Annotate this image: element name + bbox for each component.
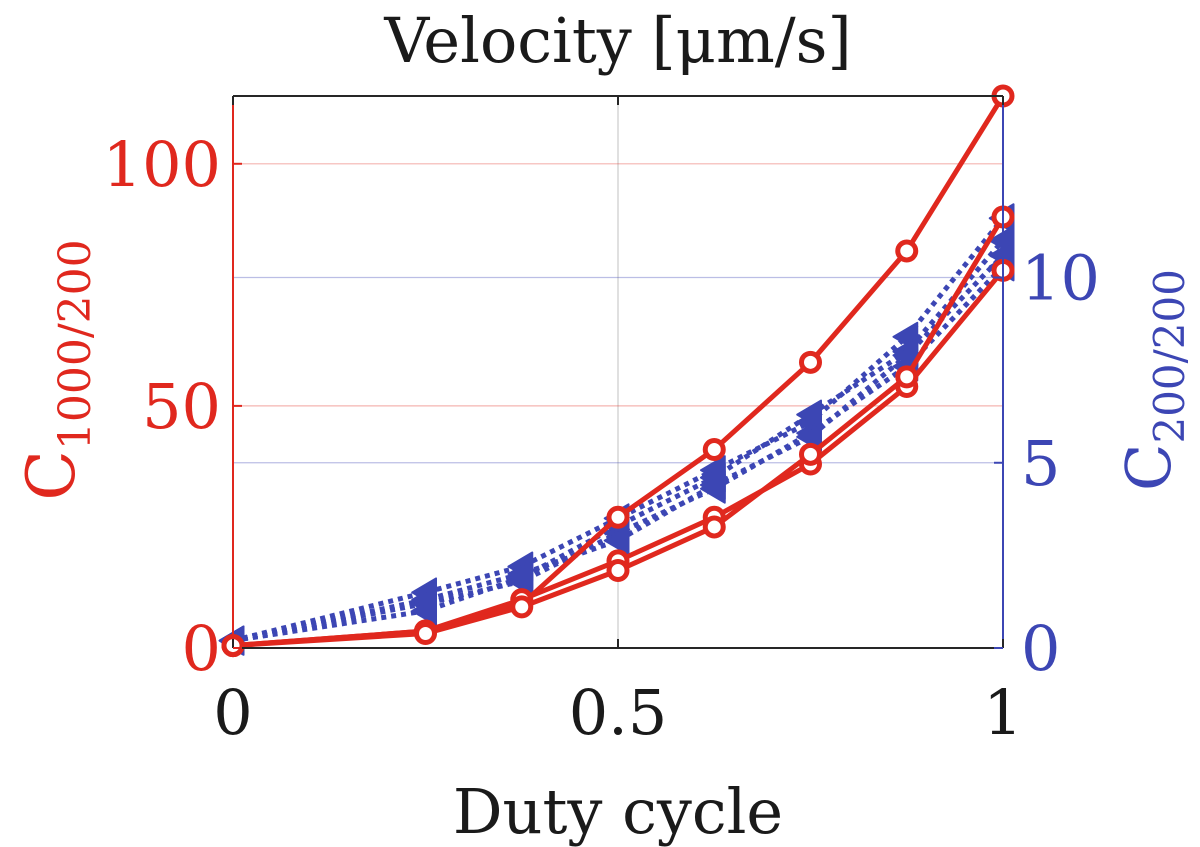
- x-tick-label-1: 0.5: [569, 676, 668, 749]
- series-left-marker-0-3: [606, 505, 630, 529]
- y-right-tick-label-2: 10: [1021, 242, 1100, 315]
- series-right-marker-3-4: [699, 469, 726, 500]
- series-right-marker-3-1: [411, 584, 437, 615]
- series-left-marker-2-4: [702, 515, 726, 539]
- series-right-marker-3-3: [603, 525, 630, 556]
- x-axis-label: Duty cycle: [453, 775, 783, 847]
- series-left-line-1: [232, 268, 1005, 649]
- series-right-line-3: [232, 253, 1005, 644]
- series-left-marker-0-4: [702, 437, 726, 461]
- y-right-tick-label-1: 5: [1021, 427, 1060, 500]
- y-left-tick-label-0: 0: [182, 612, 221, 685]
- y-right-tick-label-0: 0: [1021, 612, 1060, 685]
- series-left-marker-0-6: [895, 239, 919, 263]
- series-right-marker-3-2: [507, 558, 534, 589]
- series-right-marker-2-5: [796, 399, 822, 430]
- series-layer: [218, 84, 1015, 658]
- series-left-marker-2-5: [799, 442, 822, 466]
- series-left-marker-2-1: [414, 621, 437, 645]
- x-tick-label-2: 1: [983, 676, 1022, 749]
- y-axis-left-label: C1000/200: [13, 239, 101, 500]
- y-left-tick-label-2: 100: [103, 128, 221, 201]
- y-left-tick-label-1: 50: [142, 370, 221, 443]
- y-axis-left-label-sub: 1000/200: [50, 239, 101, 450]
- series-left-marker-2-6: [895, 365, 919, 389]
- series-left-marker-2-2: [510, 595, 534, 619]
- y-axis-left-label-base: C: [13, 450, 90, 501]
- y-axis-right-label-sub: 200/200: [1145, 269, 1194, 443]
- series-left-marker-0-5: [799, 350, 822, 374]
- series-left-line-2: [232, 215, 1006, 649]
- series-right-line-1: [232, 264, 1005, 644]
- chart-title: Velocity [μm/s]: [383, 4, 851, 77]
- series-left-marker-2-3: [606, 559, 630, 583]
- y-axis-right-label-base: C: [1112, 444, 1185, 491]
- svg-text:C1000/200: C1000/200: [13, 239, 101, 500]
- y-axis-right-label: C200/200: [1112, 269, 1194, 491]
- x-tick-label-0: 0: [213, 676, 252, 749]
- series-right-line-2: [232, 238, 1005, 644]
- svg-text:C200/200: C200/200: [1112, 269, 1194, 491]
